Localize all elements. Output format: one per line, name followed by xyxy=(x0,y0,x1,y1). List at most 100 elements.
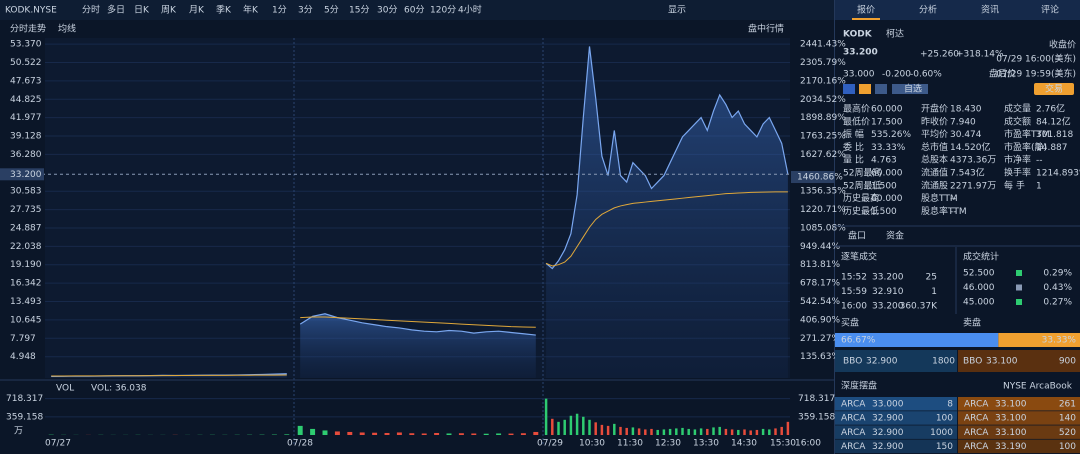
flag-icon xyxy=(875,84,887,94)
stat-value: 1214.893% xyxy=(1036,169,1080,179)
depth-size: 150 xyxy=(936,442,953,452)
bbo-bid-bg xyxy=(835,350,957,372)
period-button: 日K xyxy=(134,5,150,16)
x-tick-label: 15:30 xyxy=(770,439,796,449)
y2-tick-label: 271.27% xyxy=(800,334,840,344)
depth-exchange: ARCA xyxy=(841,428,866,438)
after-change: -0.200 xyxy=(882,70,911,80)
stat-label: 最低价 xyxy=(843,115,870,127)
stat-value: -- xyxy=(1036,156,1043,166)
stat-value: 4373.36万 xyxy=(950,156,996,166)
stat-label: 最高价 xyxy=(843,103,870,115)
x-tick-label: 10:30 xyxy=(579,439,605,449)
after-time: 07/29 19:59(美东) xyxy=(996,68,1076,80)
stat-label: 流通股 xyxy=(921,179,948,191)
watch-button[interactable] xyxy=(892,84,928,94)
stat-price: 46.000 xyxy=(963,283,995,293)
volume-bar xyxy=(650,428,653,435)
stat-label: 股息TTM xyxy=(921,192,958,204)
y2-tick-label: 1085.08% xyxy=(800,223,846,233)
close-time: 07/29 16:00(美东) xyxy=(996,53,1076,65)
stat-label: 52周最高 xyxy=(843,167,881,179)
depth-exchange: ARCA xyxy=(841,400,866,410)
y-tick-label: 30.583 xyxy=(10,187,42,197)
depth-price: 33.100 xyxy=(995,400,1027,410)
stat-label: 振 幅 xyxy=(843,128,864,140)
volume-bar xyxy=(730,429,734,435)
sell-ratio-label: 33.33% xyxy=(1042,336,1077,346)
x-tick-label: 07/28 xyxy=(287,439,313,449)
depth-price: 32.900 xyxy=(872,442,904,452)
toolbar xyxy=(0,0,835,20)
volume-bar xyxy=(761,428,765,435)
stat-value: 7.543亿 xyxy=(950,167,985,179)
volume-bar xyxy=(675,428,678,435)
flag-icon xyxy=(859,84,871,94)
depth-row xyxy=(958,411,1080,425)
volume-bar xyxy=(334,431,340,435)
stat-pct: 0.29% xyxy=(1043,269,1072,279)
x-tick-label: 16:00 xyxy=(795,439,821,449)
y2-tick-label: 1220.71% xyxy=(800,205,846,215)
depth-size: 100 xyxy=(1059,442,1076,452)
buy-ratio-bar xyxy=(835,333,999,347)
depth-row xyxy=(958,439,1080,454)
trade-price: 33.200 xyxy=(872,302,904,312)
stat-label: 平均价 xyxy=(921,128,948,140)
depth-row xyxy=(835,439,957,454)
code: KODK xyxy=(843,30,873,40)
stat-label: 总股本 xyxy=(921,154,948,166)
volume-bar xyxy=(706,428,709,435)
y2-tick-label: 1898.89% xyxy=(800,113,846,123)
stat-value: 1.500 xyxy=(871,181,897,191)
y2-tick-label: 1763.25% xyxy=(800,132,846,142)
period-button: 周K xyxy=(161,5,177,16)
stat-label: 历史最高 xyxy=(843,192,879,204)
volume-bar xyxy=(347,431,353,435)
volume-bar xyxy=(606,425,610,435)
stat-label: 总市值 xyxy=(921,141,948,153)
stat-label: 52周最低 xyxy=(843,179,881,191)
depth-row xyxy=(835,411,957,425)
stat-label: 历史最低 xyxy=(843,205,879,217)
trades-title: 逐笔成交 xyxy=(841,251,877,263)
period-button: 季K xyxy=(216,4,232,16)
x-tick-label: 11:30 xyxy=(617,439,643,449)
y2-tick-label: 2305.79% xyxy=(800,58,846,68)
last-price-box xyxy=(0,168,44,181)
volume-bar xyxy=(644,429,647,435)
tab: 报价 xyxy=(857,4,875,16)
trade-volume: 25 xyxy=(926,273,937,283)
price-line xyxy=(545,46,789,270)
x-tick-label: 07/27 xyxy=(45,439,71,449)
volume-bar xyxy=(780,426,783,435)
y-tick-label: 10.645 xyxy=(10,315,42,325)
stat-swatch xyxy=(1016,299,1022,305)
depth-size: 261 xyxy=(1059,400,1076,410)
stat-label: 流通值 xyxy=(921,167,948,179)
price-area xyxy=(300,313,536,378)
tab: 资讯 xyxy=(981,5,999,16)
y2-tick-label: 2034.52% xyxy=(800,95,846,105)
stat-value: 301.818 xyxy=(1036,130,1073,140)
depth-title: 深度摆盘 xyxy=(841,380,877,392)
volume-bar xyxy=(724,428,728,435)
y-tick-label: 41.977 xyxy=(10,113,42,123)
after-price: 33.000 xyxy=(843,70,875,80)
bbo-label: BBO xyxy=(843,357,862,367)
period-button: 年K xyxy=(243,4,259,16)
trade-button[interactable] xyxy=(1034,83,1074,95)
stat-pct: 0.43% xyxy=(1043,283,1072,293)
volume-bar xyxy=(569,415,573,435)
depth-exchange: ARCA xyxy=(841,414,866,424)
volume-bar xyxy=(681,427,684,435)
watch-text: 自选 xyxy=(904,83,922,95)
stat-label: 市盈率TTM xyxy=(1004,128,1050,140)
volume-bar xyxy=(737,429,740,435)
volume-bar xyxy=(582,416,585,435)
period-button: 120分 xyxy=(430,5,456,16)
volume-bar xyxy=(533,431,539,435)
volume-bar xyxy=(384,432,390,435)
buy-label: 买盘 xyxy=(841,317,859,329)
